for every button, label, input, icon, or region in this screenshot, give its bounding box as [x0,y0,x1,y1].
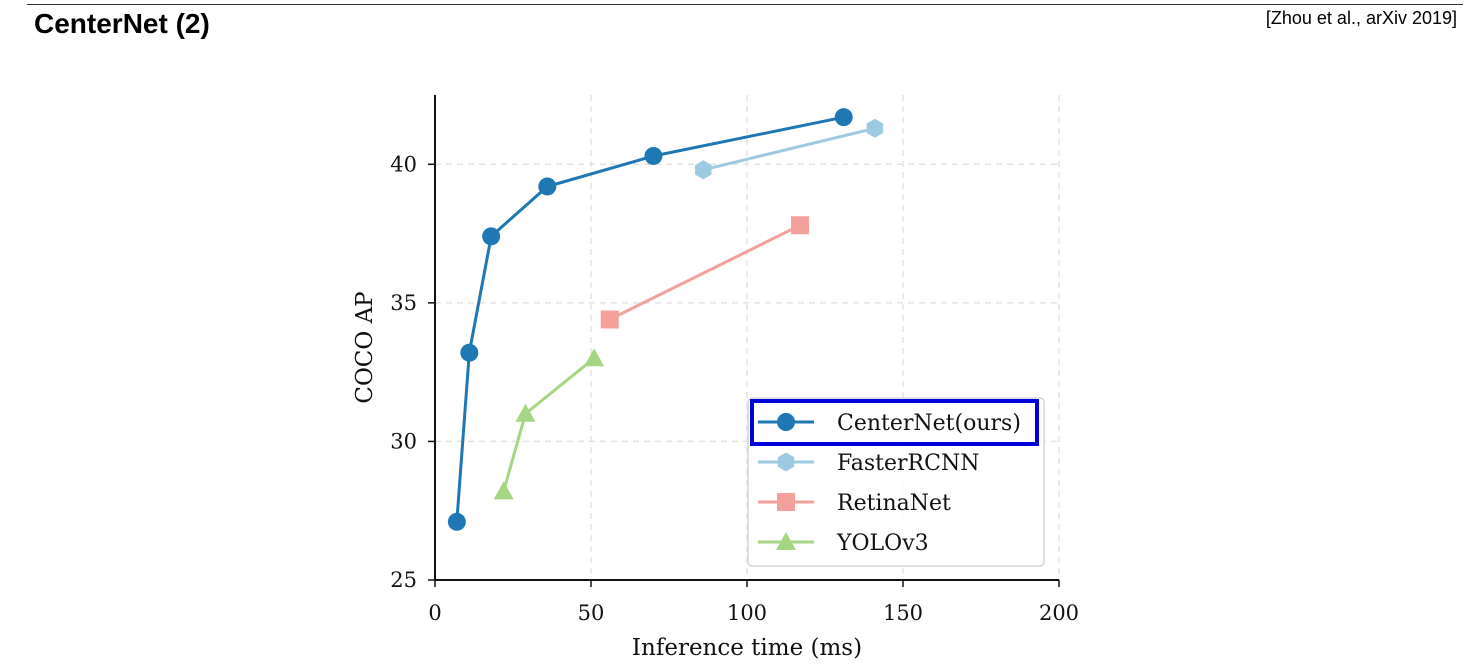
legend-label: RetinaNet [837,491,951,516]
x-tick-label: 50 [578,601,605,625]
legend-swatch-marker [777,493,795,511]
x-tick-label: 200 [1039,601,1079,625]
x-tick-label: 100 [727,601,767,625]
y-tick-label: 40 [390,152,417,176]
x-tick-label: 150 [883,601,923,625]
y-tick-label: 30 [390,429,417,453]
yolov3-line [502,357,596,492]
series-layer [447,108,884,531]
fasterrcnn-point [866,118,884,138]
y-tick-label: 35 [390,291,417,315]
legend-label: CenterNet(ours) [837,411,1021,436]
legend-item-fasterrcnn: FasterRCNN [758,451,979,476]
legend-item-centernet-ours: CenterNet(ours) [750,399,1039,446]
legend-swatch-marker [776,532,796,550]
header-divider [27,4,1463,5]
series-centernet-ours [447,108,853,531]
legend: CenterNet(ours) FasterRCNN RetinaNet YOLOv3 [747,397,1045,567]
fasterrcnn-point [695,160,712,180]
yolov3-point [515,403,536,422]
centernet-ours-point [482,227,501,246]
y-axis-label: COCO AP [352,291,378,403]
x-tick-label: 0 [428,601,441,625]
centernet-ours-point [538,177,557,196]
legend-item-retinanet: RetinaNet [758,491,951,516]
legend-label: YOLOv3 [836,531,929,556]
legend-label: FasterRCNN [837,451,979,476]
legend-swatch-marker [777,452,795,472]
x-axis-label: Inference time (ms) [632,635,862,661]
retinanet-point [600,310,619,329]
y-tick-label: 25 [390,568,417,592]
yolov3-point [493,481,514,500]
legend-highlight-box [750,399,1039,446]
legend-item-yolov3: YOLOv3 [758,531,929,556]
legend-swatch-marker [777,413,795,431]
centernet-ours-point [460,343,479,362]
retinanet-line [609,223,801,321]
centernet-ours-point [834,108,853,127]
yolov3-point [584,348,605,367]
retinanet-point [791,216,810,235]
series-fasterrcnn [695,118,884,180]
centernet-ours-line [455,115,844,522]
centernet-ours-point [447,512,466,531]
series-yolov3 [493,348,605,500]
slide-title: CenterNet (2) [34,8,210,39]
fasterrcnn-line [702,126,876,172]
citation: [Zhou et al., arXiv 2019] [1265,8,1457,28]
legend-box [747,397,1045,567]
centernet-ours-point [644,146,663,165]
series-retinanet [600,216,810,329]
axes: 0 50 100 150 200 25 30 35 40 Inference time (ms) C… [352,95,1079,661]
